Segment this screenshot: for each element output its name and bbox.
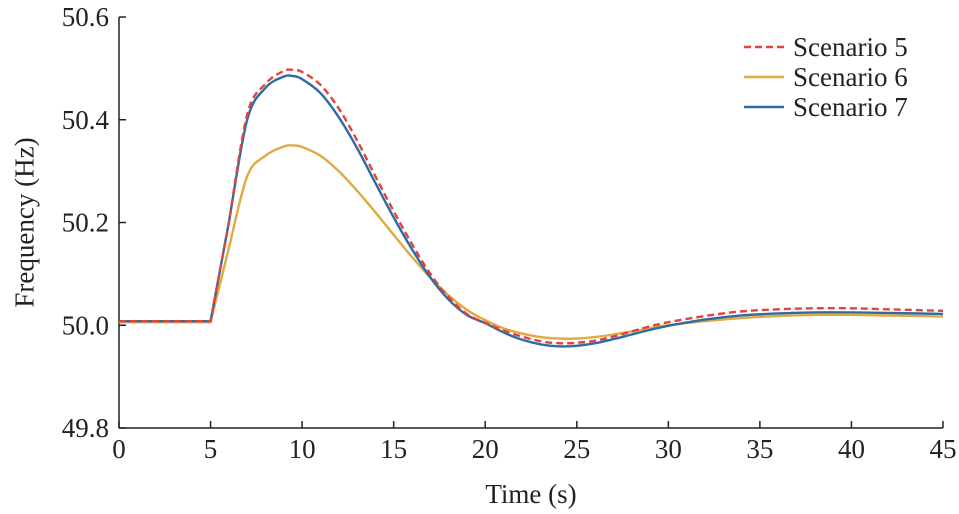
y-tick-label: 50.0 — [62, 310, 109, 340]
legend-label: Scenario 6 — [793, 62, 908, 92]
series-line-scenario-6 — [119, 144, 944, 340]
y-tick-label: 49.8 — [62, 413, 109, 443]
series-layer — [119, 68, 944, 348]
x-tick-label: 15 — [380, 434, 407, 464]
y-tick-label: 50.4 — [62, 105, 110, 135]
y-axis-label: Frequency (Hz) — [9, 137, 39, 307]
x-tick-label: 5 — [204, 434, 218, 464]
legend-label: Scenario 5 — [793, 32, 908, 62]
series-line-scenario-5 — [119, 68, 944, 345]
x-tick-label: 35 — [746, 434, 773, 464]
x-tick-label: 25 — [563, 434, 590, 464]
x-tick-label: 40 — [838, 434, 865, 464]
x-tick-label: 0 — [112, 434, 126, 464]
series-line-scenario-7 — [119, 74, 944, 348]
x-tick-label: 45 — [930, 434, 957, 464]
x-axis-label: Time (s) — [485, 479, 576, 509]
x-tick-label: 30 — [655, 434, 682, 464]
y-tick-label: 50.2 — [62, 208, 109, 238]
axes: 0 5 10 15 20 25 30 35 40 45 49.8 50.0 50.2 50.4 50.6 — [62, 2, 957, 464]
x-tick-label: 10 — [289, 434, 316, 464]
legend-label: Scenario 7 — [793, 92, 908, 122]
y-tick-label: 50.6 — [62, 2, 109, 32]
x-tick-label: 20 — [472, 434, 499, 464]
